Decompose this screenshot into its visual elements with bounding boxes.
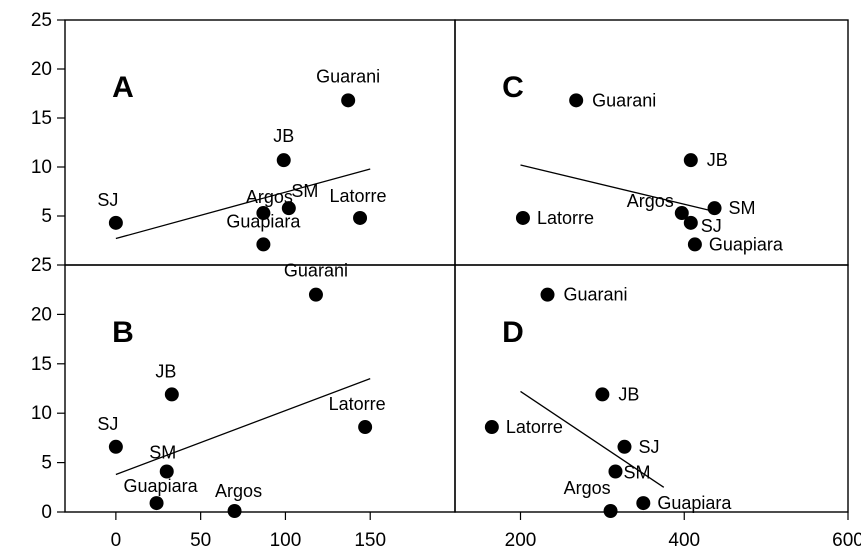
point-b-0 <box>308 287 323 302</box>
point-a-0 <box>108 215 123 230</box>
point-label-a-5: Latorre <box>330 186 387 206</box>
x-tick-label-b-3: 150 <box>354 530 386 551</box>
panel-frame-d <box>454 264 849 513</box>
point-d-4 <box>608 464 623 479</box>
point-d-3 <box>617 439 632 454</box>
y-tick-label-a-0: 5 <box>41 206 52 227</box>
point-label-a-1: Guarani <box>316 66 380 86</box>
point-label-b-2: SJ <box>97 414 118 434</box>
point-d-0 <box>540 287 555 302</box>
point-c-5 <box>683 215 698 230</box>
point-d-5 <box>603 504 618 519</box>
point-d-6 <box>636 496 651 511</box>
y-tick-label-a-1: 10 <box>31 157 52 178</box>
point-label-a-0: SJ <box>97 190 118 210</box>
point-label-d-2: Latorre <box>506 417 563 437</box>
point-label-b-6: Argos <box>215 481 262 501</box>
point-label-b-1: JB <box>155 361 176 381</box>
y-tick-label-b-2: 10 <box>31 403 52 424</box>
point-label-d-0: Guarani <box>564 285 628 305</box>
x-tick-label-b-2: 100 <box>270 530 302 551</box>
trendline-c <box>520 164 709 211</box>
point-label-c-3: Argos <box>627 191 674 211</box>
panel-frame-b <box>64 264 456 513</box>
point-b-1 <box>164 387 179 402</box>
point-label-c-5: SJ <box>701 216 722 236</box>
point-label-c-6: Guapiara <box>709 234 784 254</box>
panel-label-b: B <box>112 316 134 349</box>
trendline-a <box>115 168 371 240</box>
trendline-d <box>520 390 665 488</box>
point-a-3 <box>256 206 271 221</box>
point-label-d-5: Argos <box>564 478 611 498</box>
point-c-2 <box>515 210 530 225</box>
point-label-c-4: SM <box>729 198 756 218</box>
point-b-2 <box>108 439 123 454</box>
point-label-d-3: SJ <box>638 437 659 457</box>
panel-label-d: D <box>502 316 524 349</box>
point-label-b-5: Guapiara <box>124 476 199 496</box>
x-tick-label-d-2: 600 <box>832 530 861 551</box>
point-c-0 <box>569 93 584 108</box>
point-a-6 <box>256 237 271 252</box>
point-b-3 <box>159 464 174 479</box>
x-tick-label-d-1: 400 <box>668 530 700 551</box>
point-label-b-3: SM <box>149 442 176 462</box>
point-label-b-0: Guarani <box>284 261 348 281</box>
y-tick-label-b-4: 20 <box>31 304 52 325</box>
panel-label-c: C <box>502 71 524 104</box>
y-tick-label-b-0: 0 <box>41 502 52 523</box>
point-label-d-4: SM <box>623 462 650 482</box>
point-a-4 <box>281 201 296 216</box>
y-tick-label-b-3: 15 <box>31 354 52 375</box>
y-tick-label-a-4: 25 <box>31 10 52 31</box>
point-label-a-4: SM <box>291 181 318 201</box>
y-tick-label-a-3: 20 <box>31 59 52 80</box>
point-label-a-6: Guapiara <box>226 211 301 231</box>
point-b-5 <box>149 496 164 511</box>
point-a-5 <box>353 210 368 225</box>
point-label-c-1: JB <box>707 150 728 170</box>
point-label-d-6: Guapiara <box>657 493 732 513</box>
point-label-c-2: Latorre <box>537 208 594 228</box>
point-label-b-4: Latorre <box>329 394 386 414</box>
point-c-6 <box>687 237 702 252</box>
point-d-2 <box>484 420 499 435</box>
point-d-1 <box>595 387 610 402</box>
point-c-3 <box>674 206 689 221</box>
trendline-b <box>115 378 371 476</box>
point-a-2 <box>276 153 291 168</box>
panel-frame-c <box>454 19 849 266</box>
point-label-d-1: JB <box>618 384 639 404</box>
point-c-1 <box>683 153 698 168</box>
panel-label-a: A <box>112 71 134 104</box>
x-tick-label-d-0: 200 <box>505 530 537 551</box>
point-label-a-3: Argos <box>246 187 293 207</box>
point-c-4 <box>707 201 722 216</box>
y-tick-label-b-5: 25 <box>31 255 52 276</box>
x-tick-label-b-0: 0 <box>111 530 122 551</box>
y-tick-label-a-2: 15 <box>31 108 52 129</box>
point-label-a-2: JB <box>273 126 294 146</box>
x-tick-label-b-1: 50 <box>190 530 211 551</box>
point-a-1 <box>341 93 356 108</box>
point-b-6 <box>227 504 242 519</box>
point-label-c-0: Guarani <box>592 90 656 110</box>
point-b-4 <box>358 420 373 435</box>
y-tick-label-b-1: 5 <box>41 453 52 474</box>
